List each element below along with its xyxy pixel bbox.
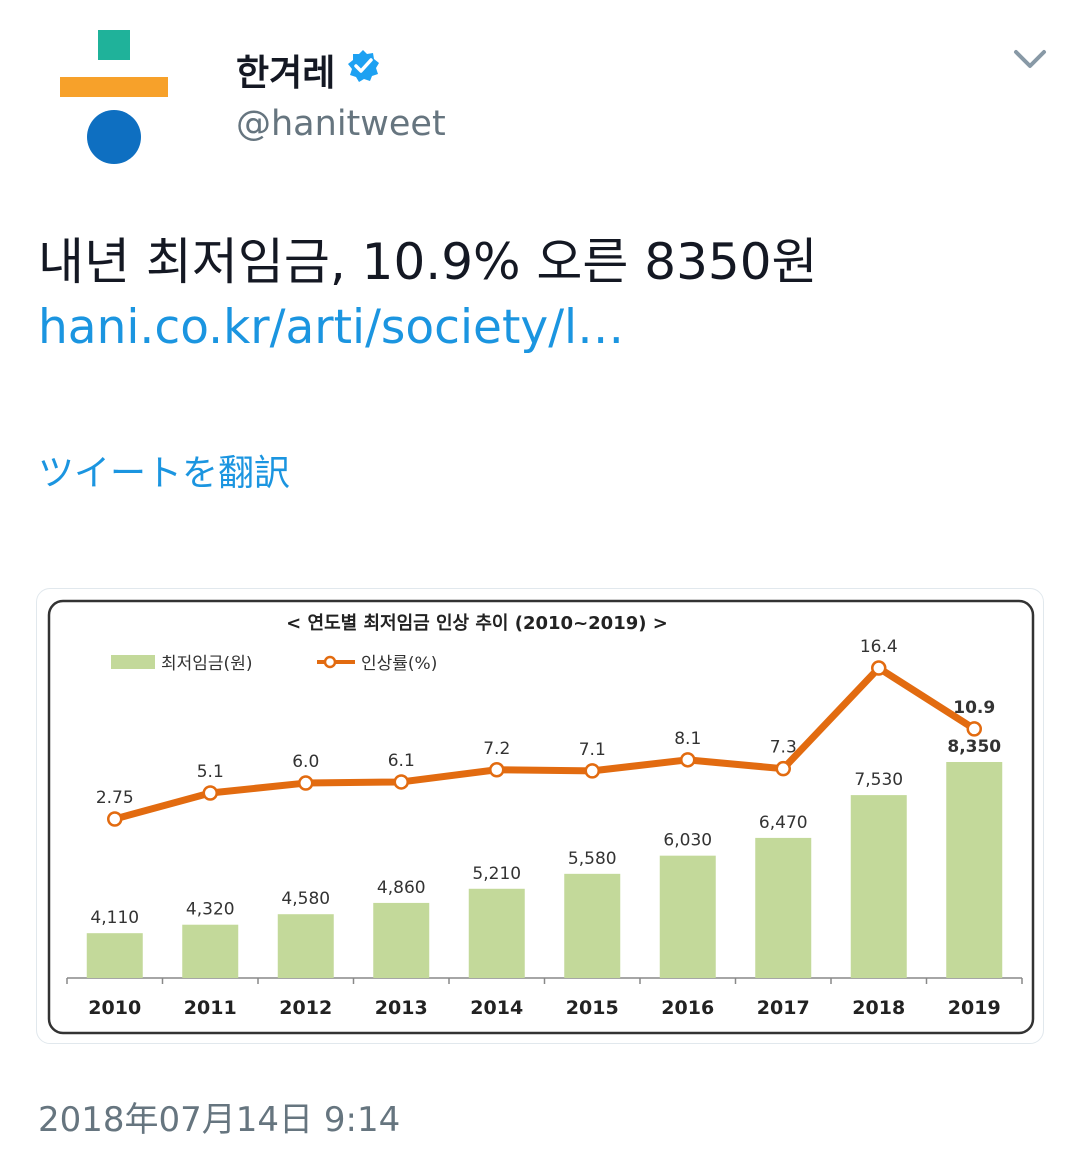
wage-bar-label-2014: 5,210 [472, 864, 521, 884]
legend: 최저임금(원) 인상률(%) [111, 654, 437, 674]
rate-label-2014: 7.2 [483, 739, 510, 759]
wage-bar-2019 [946, 762, 1003, 978]
x-tick-label-2018: 2018 [852, 997, 905, 1019]
verified-badge-icon [345, 48, 381, 93]
x-tick-label-2015: 2015 [566, 997, 619, 1019]
rate-point-2016 [680, 752, 696, 768]
wage-bar-2015 [564, 873, 621, 978]
rate-point-2019 [966, 721, 982, 737]
rate-point-2017 [775, 760, 791, 777]
rate-point-2011 [202, 785, 218, 801]
tweet-text: 내년 최저임금, 10.9% 오른 8350원 [38, 233, 818, 291]
rate-point-2012 [298, 775, 314, 791]
wage-bar-label-2015: 5,580 [568, 849, 617, 869]
wage-bar-2014 [468, 888, 525, 978]
wage-bar-label-2017: 6,470 [759, 813, 808, 833]
x-tick-label-2013: 2013 [375, 997, 428, 1019]
wage-bar-2011 [182, 924, 239, 978]
wage-bar-label-2013: 4,860 [377, 878, 426, 898]
minimum-wage-chart: < 연도별 최저임금 인상 추이 (2010~2019) > 최저임금(원) 인… [47, 599, 1035, 1035]
wage-bar-2017 [755, 837, 812, 978]
wage-bar-2010 [86, 933, 143, 978]
wage-bar-label-2019: 8,350 [947, 737, 1001, 757]
chart-title: < 연도별 최저임금 인상 추이 (2010~2019) > [286, 613, 668, 634]
tweet-media-image[interactable]: < 연도별 최저임금 인상 추이 (2010~2019) > 최저임금(원) 인… [36, 588, 1044, 1044]
wage-bar-2012 [277, 914, 334, 978]
account-name-row[interactable]: 한겨레 [236, 44, 381, 96]
x-tick-label-2011: 2011 [184, 997, 237, 1019]
x-tick-label-2019: 2019 [948, 997, 1001, 1019]
translate-tweet-link[interactable]: ツイートを翻訳 [38, 453, 291, 494]
x-tick-label-2010: 2010 [88, 997, 141, 1019]
wage-bar-2018 [850, 795, 907, 978]
wage-bar-label-2018: 7,530 [854, 770, 903, 790]
chevron-down-icon[interactable] [1010, 44, 1050, 74]
tweet-link[interactable]: hani.co.kr/arti/society/l… [38, 300, 625, 355]
rate-label-2013: 6.1 [388, 751, 415, 771]
wage-bar-label-2010: 4,110 [90, 908, 139, 928]
rate-label-2015: 7.1 [579, 740, 606, 760]
rate-label-2016: 8.1 [674, 729, 701, 749]
account-name[interactable]: 한겨레 [236, 53, 336, 94]
x-tick-label-2012: 2012 [279, 997, 332, 1019]
rate-label-2011: 5.1 [197, 762, 224, 782]
x-tick-label-2017: 2017 [757, 997, 810, 1019]
rate-point-2014 [489, 762, 505, 778]
tweet-timestamp: 2018年07月14日 9:14 [38, 1100, 401, 1140]
rate-series-line [113, 664, 977, 823]
rate-label-2012: 6.0 [292, 752, 319, 772]
rate-point-2010 [107, 811, 123, 827]
rate-point-2013 [393, 774, 409, 790]
x-tick-label-2016: 2016 [661, 997, 714, 1019]
legend-line-label: 인상률(%) [361, 654, 437, 674]
wage-bar-2016 [659, 855, 716, 978]
legend-bar-label: 최저임금(원) [161, 654, 252, 674]
account-handle[interactable]: @hanitweet [236, 104, 446, 144]
legend-line-marker [323, 655, 337, 669]
rate-point-2018 [871, 660, 887, 676]
wage-bar-label-2016: 6,030 [663, 831, 712, 851]
hankyoreh-logo [60, 30, 168, 164]
account-avatar[interactable] [40, 22, 186, 168]
x-tick-label-2014: 2014 [470, 997, 523, 1019]
wage-bar-2013 [373, 902, 430, 978]
rate-label-2017: 7.3 [770, 738, 797, 758]
rate-label-2018: 16.4 [860, 637, 898, 657]
wage-bar-label-2011: 4,320 [186, 900, 235, 920]
legend-bar-swatch [111, 655, 155, 669]
rate-point-2015 [584, 763, 600, 779]
wage-bar-label-2012: 4,580 [281, 889, 330, 909]
rate-label-2010: 2.75 [96, 788, 134, 808]
rate-label-2019: 10.9 [953, 698, 995, 718]
